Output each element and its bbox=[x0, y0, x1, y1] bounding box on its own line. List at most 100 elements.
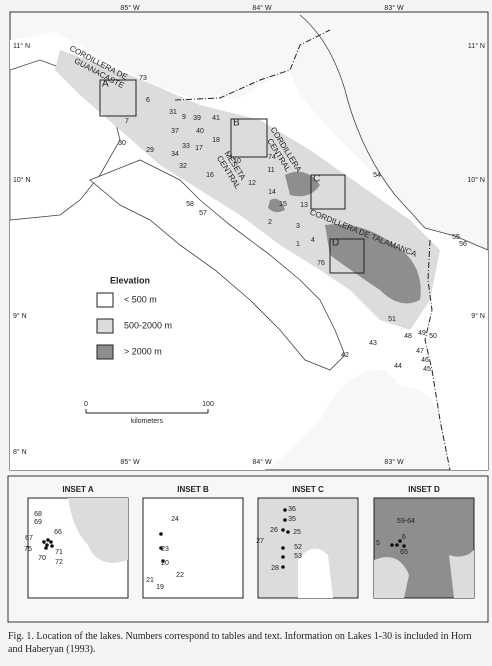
inset-lake-label: 23 bbox=[161, 546, 169, 553]
lake-label: 12 bbox=[248, 180, 256, 187]
inset-box-label: C bbox=[313, 174, 320, 185]
inset-box-label: A bbox=[102, 79, 109, 90]
lake-label: 37 bbox=[171, 128, 179, 135]
inset-rect bbox=[310, 174, 346, 210]
lake-label: 55 bbox=[452, 234, 460, 241]
caption: Fig. 1. Location of the lakes. Numbers c… bbox=[8, 631, 472, 655]
inset-title: INSET C bbox=[292, 485, 324, 494]
lake-label: 46 bbox=[421, 357, 429, 364]
lake-label: 44 bbox=[394, 363, 402, 370]
lake-label: 34 bbox=[171, 151, 179, 158]
lake-dot bbox=[390, 543, 394, 547]
lake-dot bbox=[283, 518, 287, 522]
lake-dot bbox=[281, 565, 285, 569]
lake-dot bbox=[281, 555, 285, 559]
inset-lake-label: 19 bbox=[156, 584, 164, 591]
high-elevation bbox=[268, 171, 421, 304]
lake-label: 9 bbox=[182, 114, 186, 121]
lake-label: 11 bbox=[267, 167, 274, 174]
lake-dot bbox=[281, 528, 285, 532]
lake-label: 43 bbox=[369, 340, 377, 347]
lake-label: 6 bbox=[146, 97, 150, 104]
legend-label: > 2000 m bbox=[124, 346, 162, 356]
lake-label: 49 bbox=[418, 330, 426, 337]
lake-dot bbox=[398, 539, 402, 543]
lake-label: 50 bbox=[429, 333, 437, 340]
lake-label: 30 bbox=[118, 140, 126, 147]
lake-label: 17 bbox=[195, 145, 203, 152]
legend-label: 500-2000 m bbox=[124, 320, 172, 330]
lake-dot bbox=[286, 530, 290, 534]
inset-lake-label: 71 bbox=[55, 549, 63, 556]
lake-label: 31 bbox=[169, 109, 177, 116]
inset-lake-label: 59-64 bbox=[397, 518, 415, 525]
lake-label: 42 bbox=[341, 352, 349, 359]
lake-label: 3 bbox=[296, 223, 300, 230]
caribbean-coast bbox=[299, 14, 489, 251]
latitude-label: 8° N bbox=[13, 448, 27, 456]
lake-dot bbox=[161, 559, 165, 563]
inset-lake-label: 67 bbox=[25, 535, 33, 542]
inset-lake-label: 24 bbox=[171, 516, 179, 523]
lake-dot bbox=[395, 543, 399, 547]
lake-dot bbox=[159, 532, 163, 536]
lake-label: 74 bbox=[268, 154, 276, 161]
lake-label: 14 bbox=[268, 189, 276, 196]
inset-lake-label: 5 bbox=[376, 540, 380, 547]
inset-title: INSET D bbox=[408, 485, 440, 494]
lake-label: 48 bbox=[404, 333, 412, 340]
latitude-label: 11° N bbox=[13, 42, 30, 50]
inset-lake-label: 72 bbox=[55, 559, 63, 566]
inset-lake-label: 26 bbox=[270, 527, 278, 534]
panama-border bbox=[424, 239, 451, 471]
legend-swatch bbox=[96, 318, 114, 334]
longitude-label: 83° W bbox=[384, 458, 404, 466]
lake-label: 18 bbox=[212, 137, 220, 144]
lake-dot bbox=[283, 508, 287, 512]
lake-label: 7 bbox=[125, 118, 129, 125]
lake-label: 4 bbox=[311, 237, 315, 244]
latitude-label: 9° N bbox=[471, 312, 485, 320]
inset-elevation bbox=[374, 550, 474, 598]
inset-title: INSET B bbox=[177, 485, 209, 494]
lake-label: 51 bbox=[388, 316, 396, 323]
inset-lake-label: 69 bbox=[34, 519, 42, 526]
inset-title: INSET A bbox=[62, 485, 93, 494]
lake-label: 58 bbox=[186, 201, 194, 208]
inset-lake-label: 21 bbox=[146, 577, 154, 584]
lake-label: 15 bbox=[279, 201, 287, 208]
legend-swatch bbox=[96, 292, 114, 308]
inset-rect bbox=[230, 118, 268, 158]
inset-lake-label: 66 bbox=[54, 529, 62, 536]
longitude-label: 83° W bbox=[384, 4, 404, 12]
lake-label: 10 bbox=[233, 158, 241, 165]
latitude-label: 10° N bbox=[13, 176, 31, 184]
lake-label: 47 bbox=[416, 348, 424, 355]
pacific-coast bbox=[89, 159, 346, 371]
lake-dot bbox=[42, 540, 46, 544]
lake-dot bbox=[402, 544, 406, 548]
lake-label: 16 bbox=[206, 172, 214, 179]
inset-lake-label: 25 bbox=[293, 529, 301, 536]
lake-label: 73 bbox=[139, 75, 147, 82]
inset-lake-label: 70 bbox=[38, 555, 46, 562]
inset-lake-label: 28 bbox=[271, 565, 279, 572]
scale-unit: kilometers bbox=[131, 418, 163, 425]
longitude-label: 85° W bbox=[120, 4, 140, 12]
inset-lake-label: 68 bbox=[34, 511, 42, 518]
legend-swatch bbox=[96, 344, 114, 360]
inset-lake-label: 53 bbox=[294, 553, 302, 560]
inset-lake-label: 35 bbox=[288, 516, 296, 523]
legend-title: Elevation bbox=[110, 275, 150, 285]
lake-label: 32 bbox=[179, 163, 187, 170]
lake-label: 33 bbox=[182, 143, 190, 150]
latitude-label: 10° N bbox=[467, 176, 485, 184]
nicaragua-border bbox=[174, 29, 331, 101]
lake-label: 29 bbox=[146, 147, 154, 154]
latitude-label: 9° N bbox=[13, 312, 27, 320]
inset-box-label: D bbox=[332, 238, 339, 249]
scale-label: 0 bbox=[84, 401, 88, 408]
lake-dot bbox=[44, 546, 48, 550]
